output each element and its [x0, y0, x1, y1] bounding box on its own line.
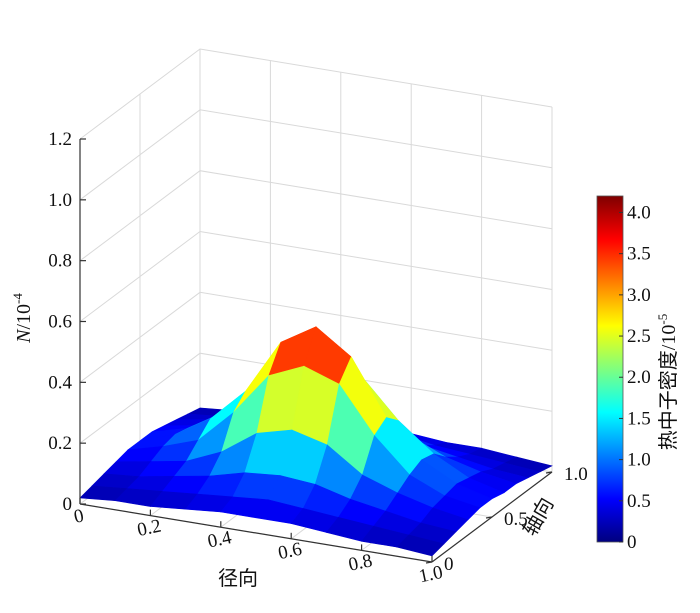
surface-layer — [79, 326, 553, 557]
colorbar-tick-label: 2.0 — [627, 367, 651, 388]
colorbar-tick-label: 2.5 — [627, 326, 651, 347]
axis-layer: 00.20.40.60.81.01.20 0.2 0.4 0.6 0.8 1.0 00.51… — [48, 129, 588, 587]
colorbar-title: 热中子密度/10-5 — [655, 314, 680, 450]
y-axis-title: 轴向 — [518, 493, 559, 540]
colorbar-tick-label: 1.0 — [627, 450, 651, 471]
z-axis-title-unit: /10 — [13, 304, 35, 330]
colorbar-tick-label: 0.5 — [627, 491, 651, 512]
colorbar-tick-label: 3.5 — [627, 244, 651, 265]
x-axis-title: 径向 — [218, 566, 258, 590]
colorbar-tick-label: 4.0 — [627, 202, 651, 223]
surface-patch — [396, 534, 445, 557]
z-axis-title-exp: -4 — [10, 293, 25, 304]
y-tick-label: 0.5 — [504, 509, 528, 530]
z-tick-label: 1.0 — [48, 190, 72, 211]
x-axis-line — [79, 503, 433, 563]
x-tick-label: 0.6 — [276, 539, 304, 564]
y-tick-mark — [485, 516, 493, 519]
x-tick-label: 0 — [72, 505, 86, 528]
x-tick-label: 0.8 — [347, 550, 375, 575]
y-tick-label: 1.0 — [564, 464, 588, 485]
z-tick-label: 0.2 — [48, 433, 72, 454]
z-axis-title: N/10-4 — [10, 293, 35, 344]
y-tick-label: 0 — [444, 554, 454, 575]
colorbar-title-exp: -5 — [655, 314, 670, 325]
colorbar-ticks: 0 0.5 1.0 1.5 2.0 2.5 3.0 3.5 4.0 — [619, 202, 651, 553]
colorbar-tick-label: 3.0 — [627, 285, 651, 306]
z-tick-label: 0.4 — [48, 372, 72, 393]
colorbar-title-unit: /10 — [658, 325, 680, 351]
y-tick-mark — [545, 471, 553, 474]
z-tick-label: 0 — [63, 494, 73, 515]
z-tick-label: 0.8 — [48, 251, 72, 272]
z-tick-label: 0.6 — [48, 312, 72, 333]
colorbar-title-main: 热中子密度 — [656, 350, 680, 450]
colorbar-tick-label: 0 — [627, 532, 637, 553]
y-tick-mark — [425, 561, 433, 564]
colorbar-tick-label: 1.5 — [627, 408, 651, 429]
colorbar — [596, 195, 624, 543]
z-axis-title-main: N — [13, 328, 35, 344]
x-tick-label: 0.2 — [135, 515, 163, 540]
x-tick-label: 0.4 — [206, 527, 234, 553]
z-tick-label: 1.2 — [48, 129, 72, 150]
x-tick-label: 1.0 — [417, 562, 445, 587]
